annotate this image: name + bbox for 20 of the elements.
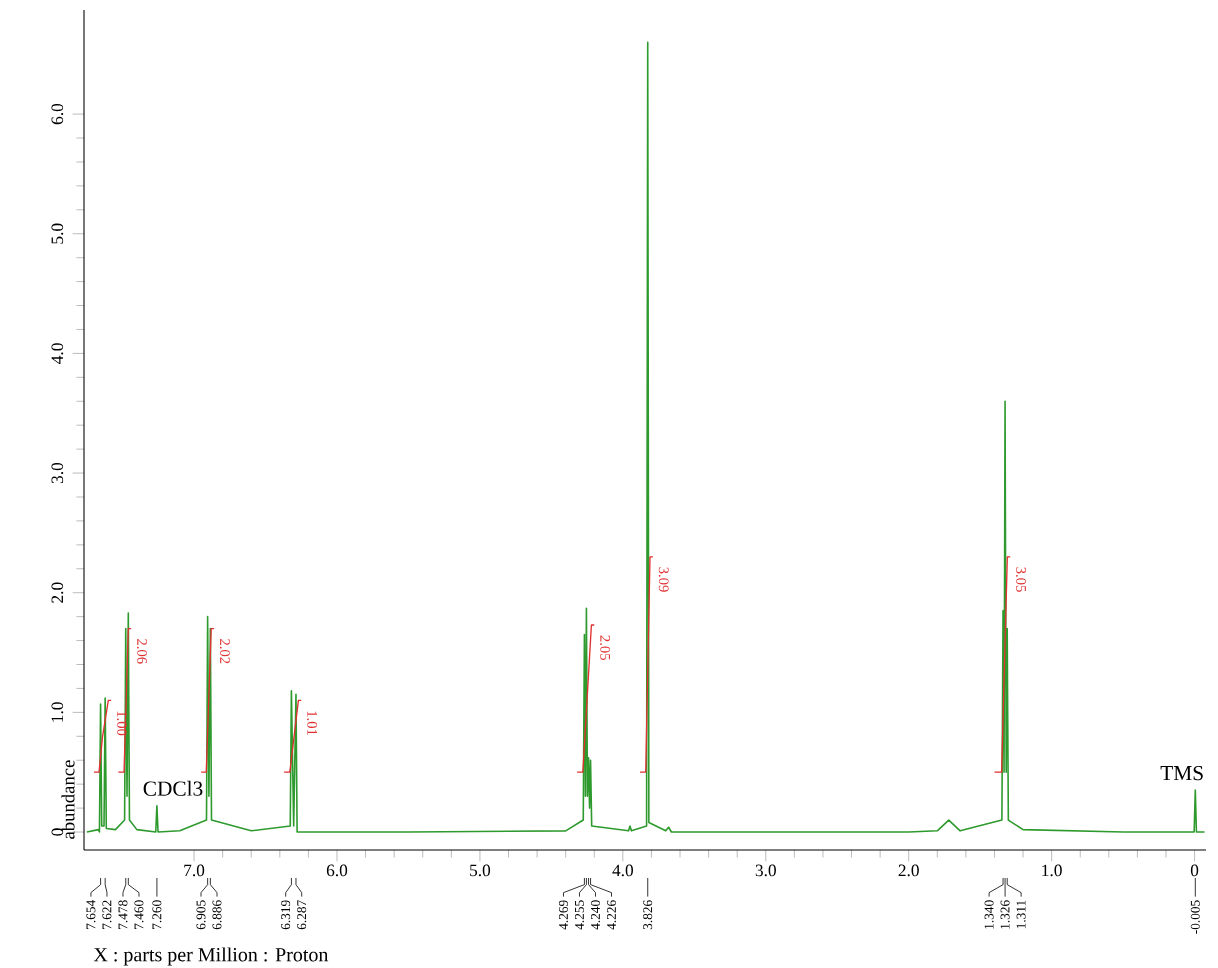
y-tick-label: 6.0: [51, 103, 64, 125]
x-tick-label: 5.0: [470, 864, 491, 877]
x-tick-label: 1.0: [1042, 864, 1062, 877]
y-axis-title: abundance: [61, 760, 75, 839]
x-tick-label: 4.0: [612, 864, 634, 877]
x-tick-label: 0: [1190, 864, 1199, 877]
y-tick-label: 2.0: [51, 582, 64, 603]
x-tick-label: 2.0: [898, 864, 919, 877]
x-tick-label: 7.0: [184, 864, 205, 877]
x-tick-label: 3.0: [755, 864, 776, 877]
y-tick-label: 1.0: [51, 702, 64, 722]
y-tick-label: 0: [51, 828, 64, 836]
annotation: CDCl3: [143, 780, 203, 796]
y-tick-label: 3.0: [51, 462, 64, 484]
annotation: TMS: [1160, 765, 1203, 781]
x-tick-label: 6.0: [326, 864, 348, 877]
line-series: [86, 41, 1206, 833]
y-tick-label: 5.0: [51, 223, 64, 244]
y-tick-label: 4.0: [51, 343, 64, 364]
x-axis-title: X : parts per Million : Proton: [93, 947, 329, 966]
